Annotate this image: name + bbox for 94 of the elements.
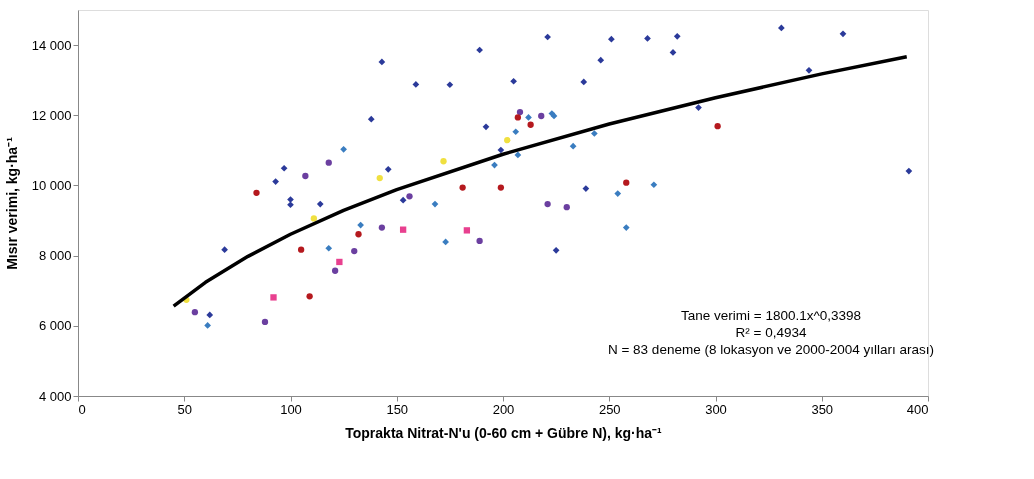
point <box>442 238 449 246</box>
point <box>316 200 324 208</box>
point <box>384 165 392 173</box>
point <box>580 78 588 86</box>
point <box>839 30 847 38</box>
point <box>406 193 413 200</box>
point <box>412 81 420 88</box>
y-tick-label: 6 000 <box>38 318 72 334</box>
point <box>497 184 505 191</box>
point <box>355 231 362 238</box>
point <box>476 237 483 245</box>
point <box>497 146 505 154</box>
point <box>459 184 466 191</box>
point <box>695 104 702 111</box>
point <box>805 67 813 74</box>
point <box>650 181 658 189</box>
point <box>514 151 522 159</box>
x-tick-label: 250 <box>598 401 621 417</box>
point <box>399 196 407 204</box>
point <box>270 294 277 301</box>
point <box>261 318 269 326</box>
annotation: Tane verimi = 1800.1x^0,3398 <box>680 308 862 323</box>
point <box>287 201 294 209</box>
x-tick-label: 200 <box>492 401 515 417</box>
point <box>591 130 598 137</box>
x-tick-label: 100 <box>280 401 302 417</box>
point <box>204 322 211 329</box>
point <box>544 200 551 208</box>
point <box>306 293 313 300</box>
point <box>714 123 721 130</box>
x-axis-title: Toprakta Nitrat-N'u (0-60 cm + Gübre N), kg·ha⁻¹ <box>345 424 663 441</box>
y-tick-label: 12 000 <box>31 107 72 123</box>
point <box>608 35 615 43</box>
point <box>538 112 545 120</box>
point <box>280 164 288 172</box>
annotation: N = 83 deneme (8 lokasyon ve 2000-2004 yılları arası) <box>607 342 935 357</box>
point <box>325 159 332 166</box>
point <box>673 32 681 40</box>
point <box>206 311 214 319</box>
point <box>287 196 294 203</box>
point <box>191 308 199 316</box>
point <box>563 204 570 211</box>
point <box>482 123 490 131</box>
point <box>510 77 517 85</box>
x-tick-label: 350 <box>811 401 834 417</box>
point <box>325 244 333 252</box>
point <box>310 215 318 222</box>
x-tick-label: 400 <box>906 401 929 417</box>
point <box>504 137 511 144</box>
point <box>597 56 605 64</box>
point <box>644 35 651 42</box>
y-tick-label: 4 000 <box>38 388 72 404</box>
point <box>378 58 386 66</box>
annotation: R² = 0,4934 <box>735 325 807 340</box>
point <box>527 121 534 128</box>
x-tick-label: 0 <box>78 401 86 417</box>
point <box>905 167 913 175</box>
y-axis-title: Mısır verimi, kg·ha⁻¹ <box>3 136 20 270</box>
point <box>569 142 577 150</box>
point <box>340 145 347 153</box>
point <box>253 189 260 196</box>
point <box>399 226 407 233</box>
y-tick-label: 14 000 <box>31 37 72 53</box>
point <box>440 158 447 165</box>
point <box>446 81 454 89</box>
point <box>302 172 309 180</box>
x-tick-label: 50 <box>177 401 192 417</box>
point <box>297 246 305 253</box>
x-tick-label: 150 <box>386 401 409 417</box>
point <box>463 227 471 234</box>
point <box>272 178 279 185</box>
point <box>431 200 439 208</box>
point <box>512 128 520 136</box>
point <box>778 24 785 32</box>
y-tick-label: 10 000 <box>31 177 72 193</box>
point <box>622 224 630 231</box>
point <box>623 179 630 186</box>
point <box>614 190 622 197</box>
point <box>351 247 358 255</box>
point <box>357 221 364 229</box>
point <box>367 115 375 123</box>
point <box>376 174 383 182</box>
y-tick-label: 8 000 <box>38 248 72 264</box>
point <box>525 114 532 121</box>
line-series <box>171 54 909 308</box>
point <box>582 185 590 192</box>
point <box>221 246 228 254</box>
point <box>378 224 386 231</box>
point <box>331 267 339 274</box>
point <box>516 108 524 116</box>
point <box>552 247 560 254</box>
point <box>514 114 522 121</box>
x-tick-label: 300 <box>705 401 727 417</box>
point <box>336 258 343 266</box>
